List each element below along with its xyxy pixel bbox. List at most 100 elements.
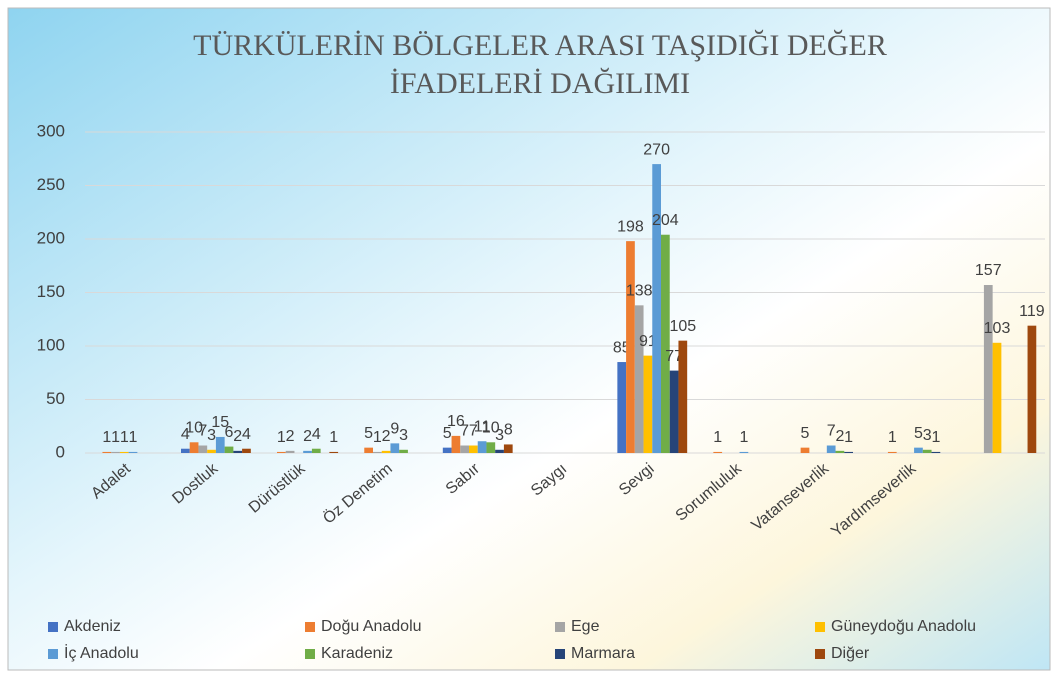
data-label: 7: [827, 423, 836, 440]
bar: [128, 451, 138, 453]
bar: [303, 450, 312, 453]
y-tick-label: 150: [37, 282, 65, 301]
data-label: 1: [373, 429, 382, 446]
data-label: 1: [931, 429, 940, 446]
data-label: 11: [474, 418, 491, 435]
bar: [887, 451, 897, 453]
bar: [469, 445, 478, 453]
bar: [215, 436, 225, 453]
data-label: 6: [225, 424, 234, 441]
bar: [495, 449, 504, 453]
data-label: 7: [460, 423, 469, 440]
bar: [111, 451, 120, 453]
data-label: 3: [207, 427, 216, 444]
data-label: 1: [102, 429, 111, 446]
bar: [373, 451, 382, 453]
data-label: 15: [211, 414, 229, 431]
data-label: 2: [303, 428, 312, 445]
legend-swatch: [815, 649, 825, 659]
data-label: 4: [181, 426, 190, 443]
data-label: 5: [443, 425, 452, 442]
bar: [119, 451, 129, 453]
data-label: 5: [801, 425, 810, 442]
legend-label: Karadeniz: [321, 645, 393, 662]
data-label: 8: [504, 422, 513, 439]
bar: [233, 450, 243, 453]
legend-label: Güneydoğu Anadolu: [831, 618, 976, 635]
bar: [189, 442, 199, 453]
data-label: 157: [975, 262, 1002, 279]
bar: [669, 370, 679, 453]
bar: [634, 305, 644, 453]
bar: [198, 445, 208, 453]
data-label: 1: [713, 429, 722, 446]
legend-swatch: [555, 649, 565, 659]
bar: [329, 451, 339, 453]
data-label: 1: [329, 429, 338, 446]
bar: [503, 444, 513, 453]
bar: [364, 447, 373, 453]
bar: [1027, 325, 1037, 453]
data-label: 4: [312, 426, 321, 443]
data-label: 1: [844, 429, 853, 446]
bar: [242, 448, 251, 453]
bar: [914, 447, 923, 453]
bar: [661, 234, 670, 453]
data-label: 119: [1019, 303, 1045, 320]
bar: [800, 447, 810, 453]
legend-swatch: [555, 622, 565, 632]
data-label: 5: [914, 425, 923, 442]
bar: [643, 355, 653, 453]
data-label: 103: [984, 320, 1011, 337]
legend-label: Akdeniz: [64, 618, 121, 635]
legend-label: İç Anadolu: [64, 643, 139, 662]
y-tick-label: 100: [37, 335, 65, 354]
data-label: 1: [277, 429, 286, 446]
data-label: 105: [669, 318, 696, 335]
data-label: 198: [617, 218, 644, 235]
bar: [931, 451, 941, 453]
chart-title: İFADELERİ DAĞILIMI: [390, 67, 690, 100]
data-label: 7: [469, 423, 478, 440]
legend-swatch: [305, 622, 315, 632]
chart-background: [7, 7, 1051, 671]
legend-swatch: [48, 649, 58, 659]
bar: [381, 450, 391, 453]
data-label: 1: [739, 429, 748, 446]
legend-label: Marmara: [571, 645, 635, 662]
legend-swatch: [48, 622, 58, 632]
data-label: 3: [495, 427, 504, 444]
data-label: 1: [111, 429, 120, 446]
bar: [983, 285, 993, 453]
chart-title: TÜRKÜLERİN BÖLGELER ARASI TAŞIDIĞI DEĞER: [193, 29, 887, 62]
y-tick-label: 250: [37, 175, 65, 194]
y-tick-label: 50: [46, 389, 65, 408]
data-label: 3: [923, 427, 932, 444]
bar: [477, 441, 487, 453]
data-label: 3: [399, 427, 408, 444]
bar: [617, 362, 627, 453]
bar: [102, 451, 112, 453]
data-label: 270: [643, 141, 670, 158]
bar: [826, 445, 836, 453]
bar: [311, 448, 321, 453]
y-tick-label: 0: [56, 442, 65, 461]
data-label: 138: [626, 283, 653, 300]
legend-label: Diğer: [831, 645, 870, 662]
data-label: 16: [447, 413, 465, 430]
bar: [277, 451, 286, 453]
bar: [460, 445, 469, 453]
data-label: 1: [120, 429, 129, 446]
bar: [922, 449, 932, 453]
bar: [992, 342, 1002, 453]
bar: [678, 340, 688, 453]
legend-swatch: [305, 649, 315, 659]
bar: [399, 449, 408, 453]
bar: [442, 447, 452, 453]
bar: [713, 451, 723, 453]
data-label: 2: [286, 428, 295, 445]
data-label: 5: [364, 425, 373, 442]
y-tick-label: 200: [37, 228, 65, 247]
bar: [739, 451, 749, 453]
